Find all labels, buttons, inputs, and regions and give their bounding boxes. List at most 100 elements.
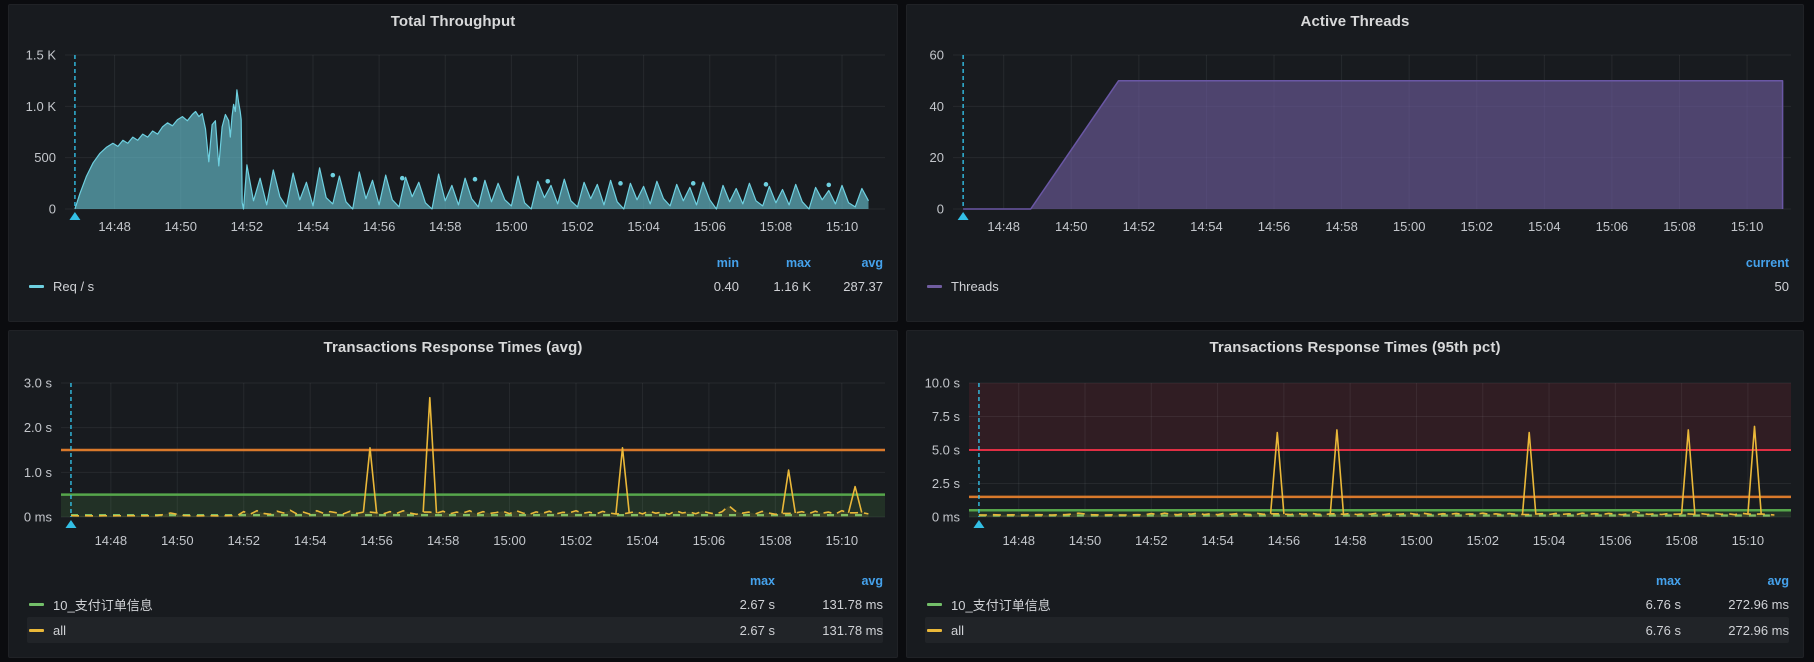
annotation-marker-icon[interactable] xyxy=(69,212,81,220)
annotation-marker-icon[interactable] xyxy=(957,212,969,220)
legend-series-label[interactable]: Req / s xyxy=(53,278,95,294)
x-axis-label: 14:58 xyxy=(429,219,462,234)
legend-value: 131.78 ms xyxy=(822,596,883,612)
legend-value: 272.96 ms xyxy=(1728,596,1789,612)
y-axis-label: 7.5 s xyxy=(932,409,961,424)
legend-header: current xyxy=(925,253,1789,273)
legend-series-label[interactable]: all xyxy=(951,622,965,638)
legend-total-throughput: min max avg Req / s 0.40 1.16 K 287.37 xyxy=(9,243,897,299)
y-axis-label: 2.0 s xyxy=(24,420,53,435)
y-axis-label: 1.0 K xyxy=(26,99,57,114)
x-axis-label: 15:02 xyxy=(560,533,593,548)
legend-header-max[interactable]: max xyxy=(1655,574,1681,588)
x-axis-label: 15:06 xyxy=(693,219,726,234)
y-axis-label: 40 xyxy=(930,99,944,114)
legend-row: 10_支付订单信息 2.67 s 131.78 ms xyxy=(27,591,883,617)
series-point xyxy=(618,181,623,186)
legend-series-label[interactable]: Threads xyxy=(951,278,999,294)
x-axis-label: 15:00 xyxy=(1400,533,1433,548)
panel-total-throughput: Total Throughput 0 500 1.0 K 1.5 K 14:48 14:5… xyxy=(8,4,898,322)
x-axis-label: 14:48 xyxy=(98,219,131,234)
x-axis-label: 14:54 xyxy=(294,533,327,548)
x-axis-label: 15:04 xyxy=(627,219,660,234)
legend-header-avg[interactable]: avg xyxy=(861,256,883,270)
series-point xyxy=(545,178,551,184)
panel-title: Transactions Response Times (avg) xyxy=(323,338,583,356)
x-axis-label: 15:00 xyxy=(1393,219,1426,234)
chart-active-threads[interactable]: 0 20 40 60 14:48 14:50 14:52 14:54 14:56 14:58 15:… xyxy=(907,31,1803,243)
legend-row: all 2.67 s 131.78 ms xyxy=(27,617,883,643)
x-axis-label: 14:56 xyxy=(1268,533,1301,548)
legend-series-label[interactable]: 10_支付订单信息 xyxy=(951,597,1051,613)
chart-response-times-avg[interactable]: 0 ms 1.0 s 2.0 s 3.0 s 14:48 14:50 14:52 14:54 1… xyxy=(9,357,897,561)
series-spike xyxy=(847,485,863,513)
x-axis-label: 14:48 xyxy=(95,533,128,548)
annotation-marker-icon[interactable] xyxy=(65,520,77,528)
panel-header[interactable]: Transactions Response Times (95th pct) xyxy=(907,331,1803,357)
x-axis-label: 15:08 xyxy=(760,219,793,234)
series-point xyxy=(472,176,478,182)
series-spike xyxy=(781,469,797,514)
legend-header-current[interactable]: current xyxy=(1745,256,1789,270)
panel-header[interactable]: Total Throughput xyxy=(9,5,897,31)
legend-value: 0.40 xyxy=(713,278,739,294)
legend-value: 131.78 ms xyxy=(822,622,883,638)
series-line xyxy=(70,505,869,517)
series-spike xyxy=(615,447,630,514)
legend-series-label[interactable]: all xyxy=(53,622,67,638)
x-axis-label: 14:50 xyxy=(161,533,194,548)
panel-title: Transactions Response Times (95th pct) xyxy=(1209,338,1501,356)
x-axis-label: 14:50 xyxy=(1055,219,1088,234)
panel-active-threads: Active Threads 0 20 40 60 14:48 14:50 14:52 14:… xyxy=(906,4,1804,322)
y-axis-label: 0 xyxy=(49,202,56,217)
legend-row: all 6.76 s 272.96 ms xyxy=(925,617,1789,643)
x-axis-label: 14:58 xyxy=(1325,219,1358,234)
x-axis-label: 15:06 xyxy=(693,533,726,548)
series-spike xyxy=(362,447,378,513)
y-axis-label: 0 ms xyxy=(24,510,53,525)
x-axis-label: 15:06 xyxy=(1599,533,1632,548)
legend-value: 287.37 xyxy=(843,278,883,294)
legend-header-max[interactable]: max xyxy=(749,574,775,588)
x-axis-label: 14:52 xyxy=(231,219,264,234)
legend-value: 2.67 s xyxy=(739,596,775,612)
annotation-marker-icon[interactable] xyxy=(973,520,985,528)
x-axis-label: 14:52 xyxy=(227,533,260,548)
panel-response-times-95pct: Transactions Response Times (95th pct) 0… xyxy=(906,330,1804,658)
panel-header[interactable]: Transactions Response Times (avg) xyxy=(9,331,897,357)
x-axis-label: 15:08 xyxy=(1663,219,1696,234)
x-axis-label: 14:50 xyxy=(1069,533,1102,548)
legend-header: max avg xyxy=(925,571,1789,591)
panel-response-times-avg: Transactions Response Times (avg) 0 ms 1.… xyxy=(8,330,898,658)
legend-header-min[interactable]: min xyxy=(716,256,739,270)
panel-header[interactable]: Active Threads xyxy=(907,5,1803,31)
legend-header: max avg xyxy=(27,571,883,591)
chart-svg: 0 ms 1.0 s 2.0 s 3.0 s 14:48 14:50 14:52 14:54 1… xyxy=(24,376,885,548)
x-axis-label: 14:56 xyxy=(1258,219,1291,234)
x-axis-label: 14:56 xyxy=(363,219,396,234)
legend-header-avg[interactable]: avg xyxy=(1767,574,1789,588)
series-swatch-icon xyxy=(29,284,44,288)
y-axis-label: 60 xyxy=(930,48,944,63)
y-axis-label: 1.0 s xyxy=(24,465,53,480)
chart-response-times-95pct[interactable]: 0 ms 2.5 s 5.0 s 7.5 s 10.0 s 14:48 14:50 14:52… xyxy=(907,357,1803,561)
x-axis-label: 14:54 xyxy=(1201,533,1234,548)
y-axis-label: 10.0 s xyxy=(925,376,961,391)
chart-svg: 0 500 1.0 K 1.5 K 14:48 14:50 14:52 14:54 14:56 1… xyxy=(26,48,885,234)
legend-row: 10_支付订单信息 6.76 s 272.96 ms xyxy=(925,591,1789,617)
panel-title: Total Throughput xyxy=(390,12,516,30)
x-axis-label: 14:52 xyxy=(1135,533,1168,548)
y-axis-label: 500 xyxy=(34,150,56,165)
legend-header-max[interactable]: max xyxy=(785,256,811,270)
y-axis-label: 1.5 K xyxy=(26,48,57,63)
x-axis-label: 15:06 xyxy=(1596,219,1629,234)
legend-series-label[interactable]: 10_支付订单信息 xyxy=(53,597,153,613)
x-axis-label: 15:08 xyxy=(759,533,792,548)
x-axis-label: 15:10 xyxy=(826,219,859,234)
x-axis-label: 15:10 xyxy=(1732,533,1765,548)
legend-header-avg[interactable]: avg xyxy=(861,574,883,588)
legend-value: 2.67 s xyxy=(739,622,775,638)
chart-total-throughput[interactable]: 0 500 1.0 K 1.5 K 14:48 14:50 14:52 14:54 14:56 1… xyxy=(9,31,897,243)
